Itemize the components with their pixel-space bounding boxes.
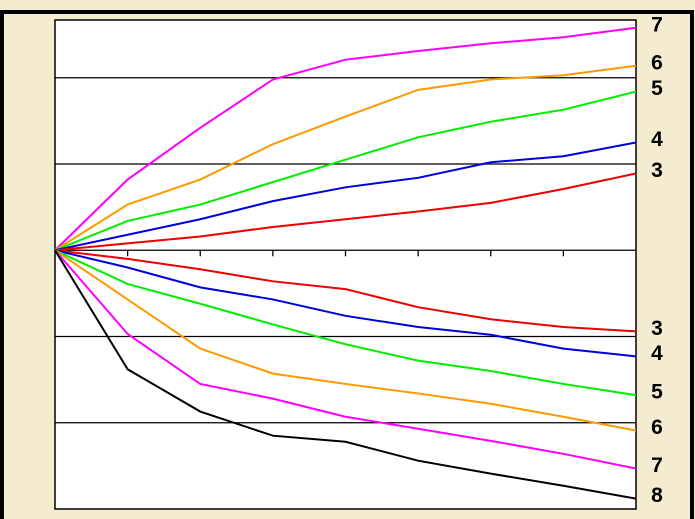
series-line [54,141,637,252]
series-line [54,249,637,432]
series-label: 3 [651,159,663,182]
plot-area [54,19,637,510]
series-line [54,249,637,333]
series-label: 3 [651,317,663,340]
series-line [54,90,637,252]
series-line [54,64,637,252]
series-label: 6 [651,51,663,74]
series-label: 5 [651,77,663,100]
series-line [54,249,637,500]
series-label: 7 [651,13,663,36]
series-label: 5 [651,381,663,404]
series-line [54,249,637,397]
series-label: 6 [651,416,663,439]
frame [0,10,694,519]
series-line [54,26,637,251]
series-label: 4 [651,128,663,151]
series-label: 4 [651,342,663,365]
series-label: 8 [651,484,663,507]
series-label: 7 [651,454,663,477]
series-line [54,249,637,358]
series-line [54,249,637,470]
series-line [54,172,637,252]
